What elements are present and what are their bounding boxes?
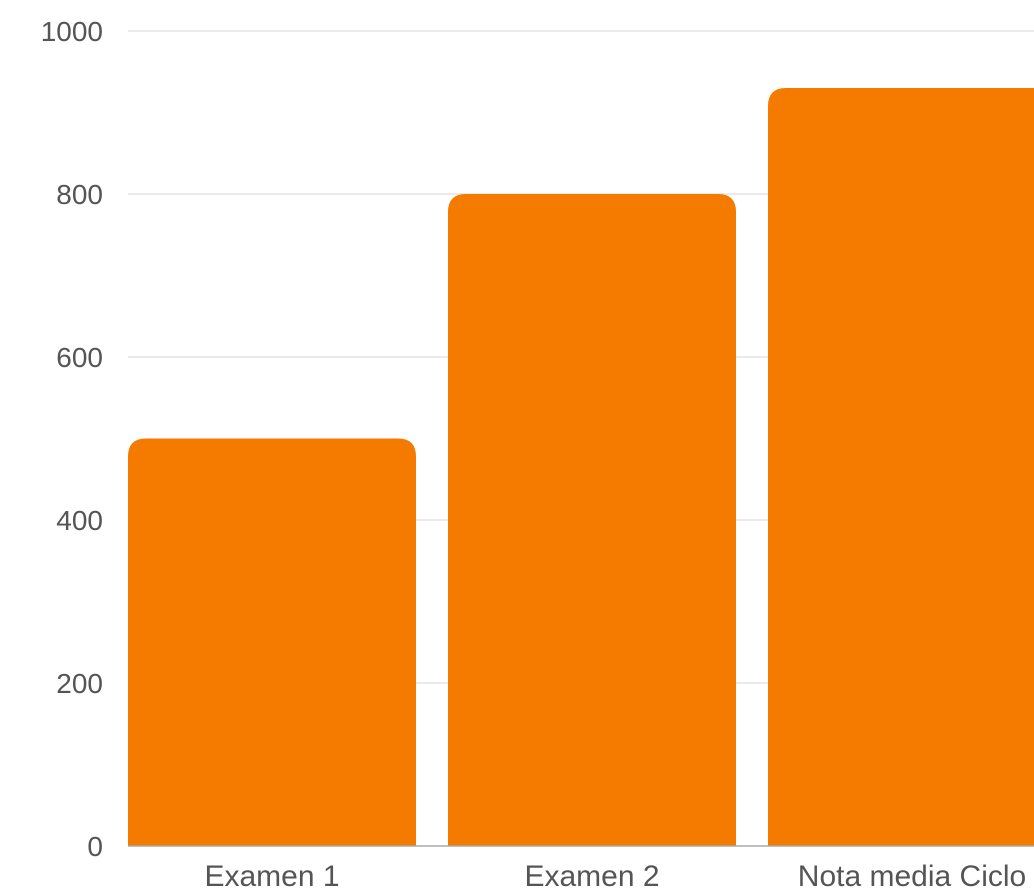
x-category-label: Examen 2	[524, 860, 659, 889]
x-axis-labels: Examen 1 Examen 2 Nota media Ciclo	[204, 860, 1026, 889]
bar	[768, 88, 1034, 846]
y-tick-label: 1000	[41, 16, 103, 47]
y-tick-label: 400	[56, 505, 103, 536]
bar	[448, 194, 736, 846]
bar	[128, 438, 416, 846]
y-tick-label: 0	[87, 831, 103, 862]
y-tick-label: 800	[56, 179, 103, 210]
x-category-label: Examen 1	[204, 860, 339, 889]
y-axis-ticks: 0 200 400 600 800 1000	[41, 16, 103, 862]
y-tick-label: 200	[56, 668, 103, 699]
x-category-label: Nota media Ciclo	[798, 860, 1026, 889]
y-tick-label: 600	[56, 342, 103, 373]
bars	[128, 88, 1034, 846]
